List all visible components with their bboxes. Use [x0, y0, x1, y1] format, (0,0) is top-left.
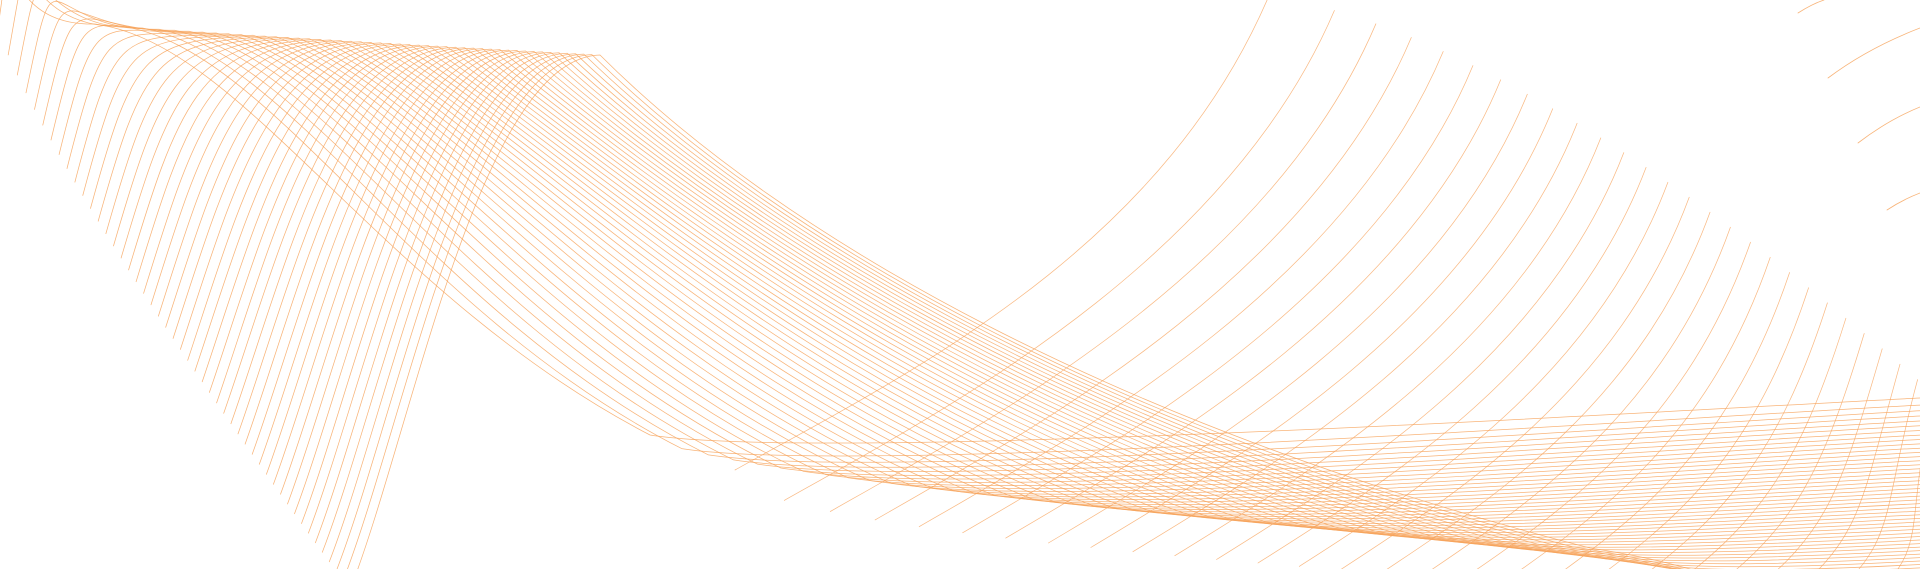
left-wave-line [165, 42, 1920, 520]
left-wave-line [66, 33, 1920, 486]
left-wave-line [180, 43, 1920, 524]
left-wave-line [50, 25, 1920, 480]
left-wave-line [150, 40, 1920, 515]
right-arc-line [1432, 226, 1731, 569]
right-arc-line [1090, 108, 1554, 548]
right-arc-line [1521, 257, 1771, 569]
right-arc-line [734, 0, 1268, 471]
left-wave-line [194, 44, 1920, 529]
left-wave-line [357, 54, 1692, 569]
left-wave-line [58, 29, 1920, 483]
left-wave-line [135, 39, 1920, 510]
left-wave-line [0, 0, 1920, 444]
right-arc-line [1608, 287, 1809, 569]
left-wave-line [42, 18, 1920, 476]
right-arc-line [1174, 137, 1602, 557]
right-arc-line [1257, 167, 1647, 564]
right-arc-line [829, 23, 1377, 512]
right-arc-line [962, 65, 1474, 534]
left-wave-line [187, 43, 1920, 527]
left-wave-line [128, 39, 1920, 508]
right-arc-line [1340, 196, 1690, 569]
top-right-strokes [1797, 0, 1920, 211]
left-wave-line [172, 42, 1920, 522]
left-wave-line [251, 48, 1920, 548]
left-wave-line [201, 44, 1920, 531]
left-wave-line [82, 34, 1920, 492]
left-wave-line [223, 46, 1920, 538]
right-arc-line [783, 10, 1335, 501]
left-wave-line [230, 46, 1920, 541]
top-right-stroke [1857, 106, 1920, 144]
left-wave-line [90, 35, 1920, 495]
left-wave-line [74, 34, 1920, 489]
right-arc-line [1298, 181, 1669, 567]
left-wave-line [266, 49, 1920, 553]
left-wave-line [328, 53, 1676, 569]
right-arc-lines [734, 0, 1920, 569]
right-arc-line [1386, 211, 1711, 569]
top-right-stroke [1886, 192, 1920, 211]
right-arc-line [1476, 241, 1751, 569]
right-arc-line [918, 51, 1444, 528]
right-arc-line [874, 37, 1412, 521]
left-wave-line [7, 0, 1920, 457]
right-arc-line [1565, 272, 1790, 569]
left-wave-line [120, 38, 1920, 506]
top-right-stroke [1827, 27, 1920, 79]
left-wave-line [158, 41, 1920, 517]
left-wave-line [16, 0, 1920, 463]
right-arc-line [1694, 317, 1847, 569]
right-arc-line [1777, 348, 1883, 569]
right-arc-line [1818, 363, 1901, 569]
left-wave-line [34, 10, 1920, 472]
top-right-stroke [1797, 0, 1825, 14]
left-wave-line [105, 37, 1920, 500]
left-wave-line [143, 40, 1920, 513]
right-arc-line [1048, 93, 1528, 544]
left-wave-line [336, 53, 1679, 569]
right-arc-line [1736, 333, 1865, 569]
left-wave-line [216, 45, 1920, 536]
right-arc-line [1897, 467, 1920, 569]
left-wave-line [113, 37, 1920, 503]
right-arc-line [1005, 79, 1502, 539]
left-wave-line [209, 45, 1920, 534]
right-arc-line [1651, 302, 1828, 569]
left-wave-line [347, 54, 1684, 569]
right-arc-line [1216, 152, 1625, 560]
right-arc-line [1132, 122, 1578, 553]
left-wave-line [97, 36, 1920, 498]
right-arc-line [1858, 379, 1918, 569]
